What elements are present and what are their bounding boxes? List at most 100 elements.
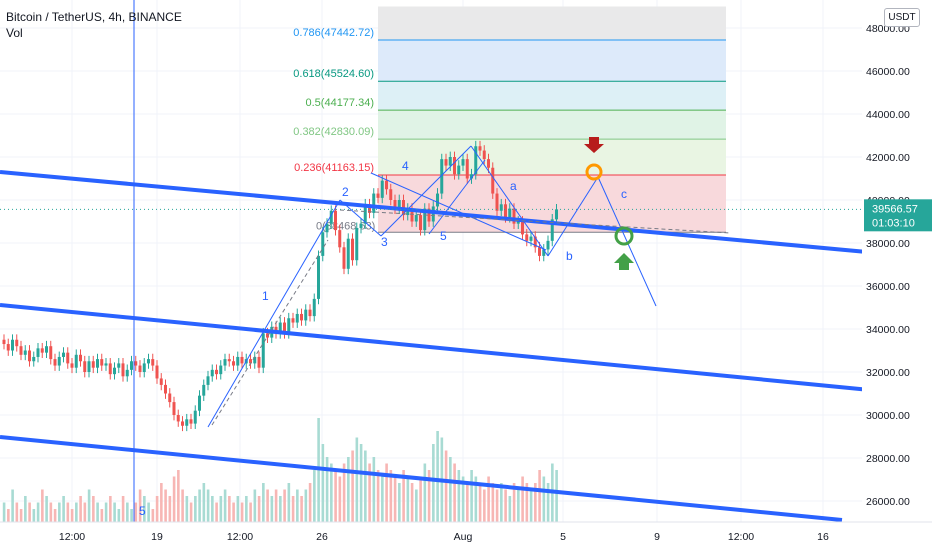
- fib-zone: [378, 110, 726, 140]
- candle-body: [36, 348, 40, 357]
- channel-line: [0, 435, 843, 522]
- volume-bar: [181, 489, 184, 522]
- candle-body: [448, 157, 452, 166]
- candle-body: [168, 393, 172, 403]
- fib-level-label: 0.5(44177.34): [306, 97, 375, 109]
- candle-body: [257, 356, 261, 368]
- time-tick-label: Aug: [454, 531, 473, 543]
- candle-body: [138, 365, 142, 372]
- volume-bar: [308, 483, 312, 522]
- volume-bar: [215, 502, 218, 522]
- volume-bar: [342, 463, 346, 522]
- candle-body: [113, 367, 116, 375]
- candle-body: [436, 193, 439, 207]
- volume-bar: [512, 483, 516, 522]
- volume-bar: [155, 496, 159, 522]
- volume-bar: [347, 457, 350, 522]
- candle-body: [62, 352, 65, 357]
- candle-body: [240, 356, 244, 364]
- candle-body: [134, 361, 138, 366]
- wave-line: [428, 159, 486, 235]
- candle-body: [338, 230, 342, 248]
- candle-body: [2, 339, 6, 345]
- volume-bar: [491, 483, 495, 522]
- volume-bar: [15, 502, 19, 522]
- volume-bar: [487, 476, 490, 522]
- volume-bar: [291, 496, 295, 522]
- volume-bar: [36, 502, 40, 522]
- candle-body: [457, 165, 461, 175]
- wave-line: [597, 176, 657, 307]
- volume-bar: [389, 470, 393, 522]
- candle-body: [206, 376, 210, 385]
- candle-body: [495, 193, 499, 211]
- volume-bar: [160, 483, 163, 522]
- candle-body: [308, 309, 312, 317]
- wave-line: [547, 176, 599, 257]
- currency-button[interactable]: USDT: [884, 8, 920, 27]
- volume-bar: [474, 476, 478, 522]
- candle-body: [45, 346, 48, 353]
- wave-line: [207, 199, 341, 428]
- price-tick-label: 34000.00: [866, 324, 910, 336]
- volume-bar: [121, 496, 125, 522]
- candle-body: [79, 354, 82, 362]
- candle-body: [304, 309, 308, 321]
- volume-bar: [2, 502, 6, 522]
- volume-bar: [402, 470, 405, 522]
- volume-bar: [143, 496, 146, 522]
- volume-bar: [113, 502, 116, 522]
- candle-body: [414, 215, 418, 222]
- volume-bar: [223, 489, 227, 522]
- volume-bar: [300, 496, 303, 522]
- volume-bar: [296, 489, 299, 522]
- candle-body: [555, 209, 558, 220]
- candle-body: [32, 356, 36, 362]
- volume-bar: [529, 489, 533, 522]
- candle-body: [172, 402, 176, 415]
- candle-body: [444, 159, 448, 166]
- candle-body: [410, 208, 414, 222]
- price-tick-label: 30000.00: [866, 410, 910, 422]
- volume-bar: [538, 470, 541, 522]
- volume-indicator-label: Vol: [6, 26, 23, 40]
- volume-bar: [228, 496, 231, 522]
- volume-bar: [45, 496, 48, 522]
- volume-bar: [313, 470, 316, 522]
- candle-body: [478, 146, 482, 151]
- candle-body: [376, 193, 380, 198]
- candle-body: [227, 359, 231, 362]
- volume-bar: [172, 476, 176, 522]
- volume-bar: [104, 502, 108, 522]
- up-arrow-icon: [614, 253, 634, 270]
- price-tick-label: 26000.00: [866, 496, 910, 508]
- fib-level-label: 0.236(41163.15): [294, 162, 374, 174]
- volume-bar: [444, 450, 448, 522]
- volume-bar: [58, 502, 61, 522]
- candle-body: [525, 234, 529, 241]
- fib-zone: [378, 81, 726, 111]
- candle-body: [465, 159, 469, 179]
- wave-label: 1: [262, 289, 269, 303]
- volume-bar: [393, 476, 397, 522]
- volume-bar: [138, 489, 142, 522]
- wave-label: 3: [381, 235, 388, 249]
- candle-body: [300, 313, 303, 321]
- candle-body: [96, 359, 99, 368]
- candle-body: [253, 356, 257, 364]
- candle-body: [164, 384, 167, 394]
- candle-body: [372, 193, 376, 213]
- volume-bar: [495, 489, 499, 522]
- candle-body: [49, 346, 53, 360]
- candle-body: [193, 410, 197, 424]
- volume-bar: [398, 483, 401, 522]
- time-tick-label: 12:00: [59, 531, 85, 543]
- candle-body: [385, 180, 388, 190]
- candle-body: [491, 167, 495, 194]
- volume-bar: [478, 483, 482, 522]
- volume-bar: [410, 483, 414, 522]
- candle-body: [104, 363, 108, 366]
- volume-bar: [232, 502, 235, 522]
